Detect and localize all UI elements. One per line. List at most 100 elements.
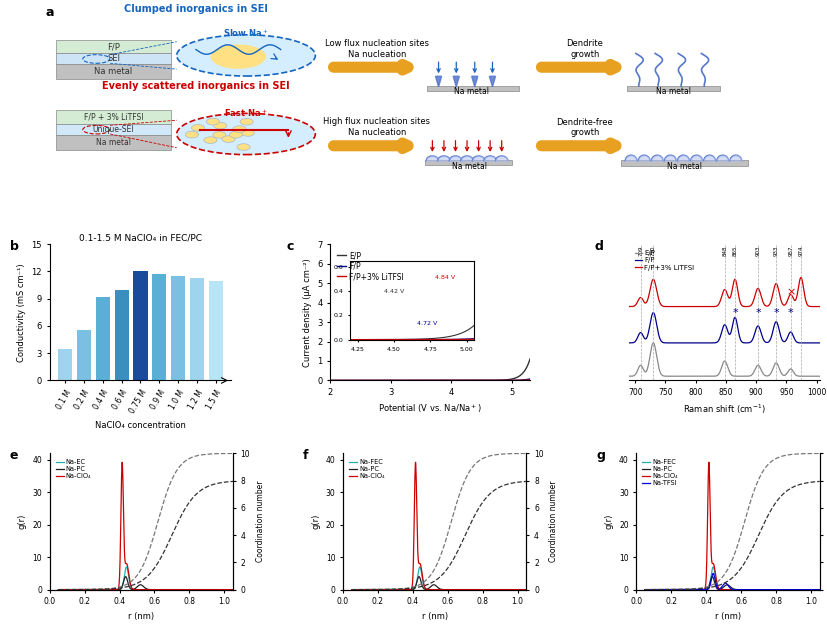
- Na-PC: [64, 586, 74, 593]
- E/P: [817, 372, 827, 380]
- Text: *: *: [787, 307, 792, 318]
- Na-ClO₄: [479, 586, 489, 593]
- E/P: [446, 377, 456, 384]
- Na-ClO₄: [64, 586, 74, 593]
- Na-ClO₄: [790, 586, 800, 593]
- Legend: E/P, F/P, F/P+3% LiTFSI: E/P, F/P, F/P+3% LiTFSI: [334, 248, 407, 284]
- E/P: [441, 377, 451, 384]
- Na-FEC: [790, 586, 800, 593]
- F/P+3% LiTFSI: [773, 288, 783, 295]
- Na-ClO₄: [751, 586, 761, 593]
- Circle shape: [222, 136, 235, 143]
- Text: 903: 903: [754, 245, 759, 256]
- Na-ClO₄: [795, 586, 805, 593]
- Text: g: g: [595, 450, 605, 462]
- Text: c: c: [286, 240, 294, 253]
- Text: 957: 957: [787, 245, 792, 256]
- Na-TFSI: [650, 586, 660, 593]
- Line: Na-PC: Na-PC: [644, 577, 819, 590]
- Text: 730: 730: [650, 245, 655, 256]
- Legend: Na-FEC, Na-PC, Na-ClO₄: Na-FEC, Na-PC, Na-ClO₄: [346, 456, 387, 482]
- Na-PC: [521, 586, 531, 593]
- Line: E/P: E/P: [330, 359, 529, 380]
- Na-PC: [54, 586, 64, 593]
- Bar: [152, 274, 166, 380]
- Na-ClO₄: [209, 586, 219, 593]
- FancyBboxPatch shape: [55, 110, 171, 124]
- Na-ClO₄: [186, 586, 196, 593]
- Na-PC: [790, 586, 800, 593]
- Na-FEC: [479, 586, 489, 593]
- Na-PC: [745, 586, 755, 593]
- X-axis label: Potential (V vs. Na/Na$^+$): Potential (V vs. Na/Na$^+$): [378, 403, 481, 415]
- Na-FEC: [639, 586, 649, 593]
- Bar: [58, 349, 72, 380]
- Na-ClO₄: [203, 586, 213, 593]
- Na-EC: [203, 586, 213, 593]
- Line: Na-FEC: Na-FEC: [351, 567, 526, 590]
- Legend: E/P, F/P, F/P+3% LiTFSI: E/P, F/P, F/P+3% LiTFSI: [632, 248, 696, 273]
- Na-ClO₄: [745, 586, 755, 593]
- Na-ClO₄: [227, 586, 237, 593]
- Na-EC: [186, 586, 196, 593]
- Na-FEC: [521, 586, 531, 593]
- Line: Na-ClO₄: Na-ClO₄: [351, 462, 526, 590]
- Text: Na metal: Na metal: [655, 87, 690, 96]
- FancyBboxPatch shape: [55, 135, 171, 150]
- Text: F/P + 3% LiTFSI: F/P + 3% LiTFSI: [84, 113, 143, 122]
- Text: Na metal: Na metal: [94, 67, 132, 77]
- FancyBboxPatch shape: [55, 65, 171, 79]
- Circle shape: [232, 126, 246, 133]
- Na-PC: [741, 586, 751, 593]
- F/P: [325, 377, 335, 384]
- F/P: [755, 327, 765, 335]
- Ellipse shape: [210, 44, 265, 68]
- FancyBboxPatch shape: [427, 86, 519, 91]
- Text: 974: 974: [797, 245, 802, 256]
- Na-FEC: [495, 586, 505, 593]
- Text: Na nucleation: Na nucleation: [347, 49, 406, 58]
- E/P: [617, 372, 627, 380]
- Text: F/P: F/P: [107, 42, 120, 51]
- Na-TFSI: [814, 586, 824, 593]
- Na-FEC: [357, 586, 367, 593]
- Y-axis label: g(r): g(r): [17, 514, 26, 529]
- FancyBboxPatch shape: [55, 40, 171, 53]
- X-axis label: NaClO₄ concentration: NaClO₄ concentration: [95, 421, 185, 430]
- F/P+3% LiTFSI: [476, 377, 486, 384]
- Line: Na-PC: Na-PC: [351, 577, 526, 590]
- Polygon shape: [452, 76, 459, 87]
- Na-FEC: [751, 586, 761, 593]
- F/P+3% LiTFSI: [698, 303, 708, 311]
- Text: a: a: [45, 6, 55, 20]
- Y-axis label: Current density (μA cm⁻²): Current density (μA cm⁻²): [303, 258, 312, 366]
- F/P+3% LiTFSI: [337, 377, 347, 384]
- Circle shape: [240, 119, 253, 125]
- Na-PC: [448, 586, 458, 593]
- Text: Na metal: Na metal: [96, 138, 131, 147]
- F/P: [676, 339, 686, 347]
- X-axis label: Raman shift (cm$^{-1}$): Raman shift (cm$^{-1}$): [682, 403, 765, 416]
- Na-PC: [186, 586, 196, 593]
- Line: E/P: E/P: [622, 343, 822, 376]
- Y-axis label: g(r): g(r): [604, 514, 613, 529]
- Text: Dendrite
growth: Dendrite growth: [566, 39, 603, 58]
- Na-PC: [165, 586, 174, 593]
- Line: Na-TFSI: Na-TFSI: [644, 573, 819, 590]
- Na-TFSI: [639, 586, 649, 593]
- Na-PC: [227, 586, 237, 593]
- Na-ClO₄: [160, 586, 170, 593]
- Na-TFSI: [751, 586, 761, 593]
- Na-ClO₄: [410, 458, 420, 466]
- Na-PC: [706, 573, 716, 581]
- Text: Evenly scattered inorganics in SEI: Evenly scattered inorganics in SEI: [102, 81, 289, 91]
- Na-ClO₄: [155, 586, 165, 593]
- Na-PC: [479, 586, 489, 593]
- Circle shape: [206, 119, 219, 125]
- Na-EC: [64, 586, 74, 593]
- F/P+3% LiTFSI: [676, 303, 686, 311]
- Y-axis label: Conductivity (mS cm⁻¹): Conductivity (mS cm⁻¹): [17, 263, 26, 361]
- Line: Na-FEC: Na-FEC: [644, 567, 819, 590]
- Text: *: *: [731, 307, 737, 318]
- F/P+3% LiTFSI: [705, 303, 715, 311]
